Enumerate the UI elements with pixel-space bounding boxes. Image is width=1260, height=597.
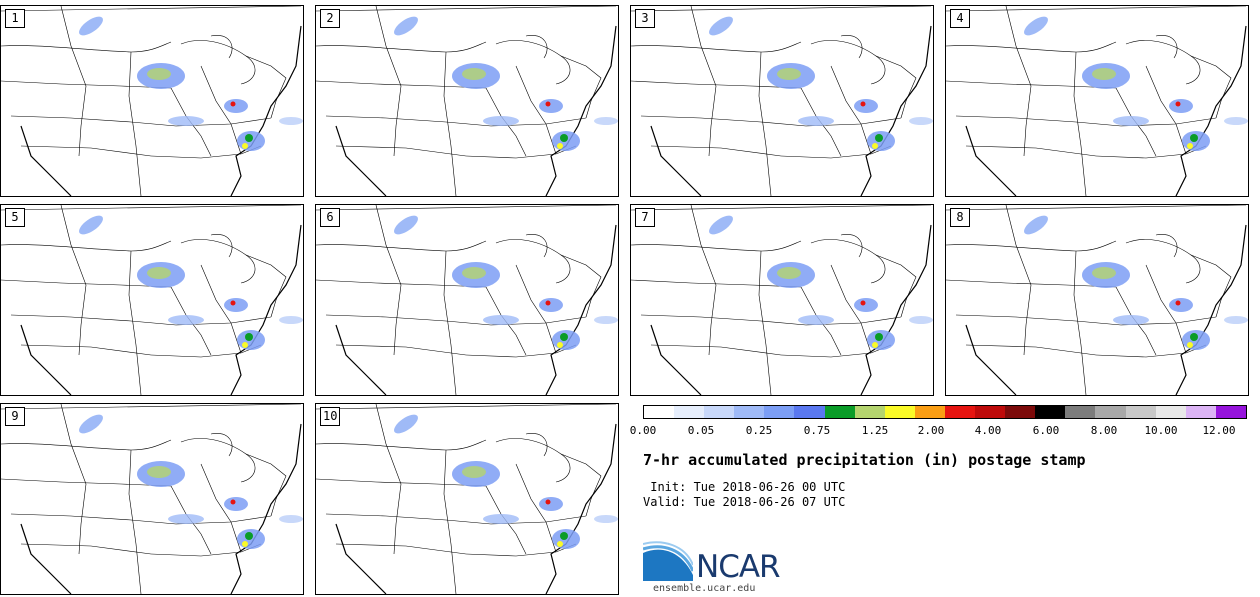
panel-member-label: 3 [635,9,655,28]
colorbar-swatch [734,406,765,418]
map-panel: 9 [0,403,304,595]
panel-member-label: 1 [5,9,25,28]
map-panel: 2 [315,5,619,197]
colorbar-tick-label: 12.00 [1202,424,1236,437]
colorbar-tick-label: 8.00 [1090,424,1118,437]
colorbar-tick-label: 10.00 [1144,424,1178,437]
colorbar-swatch [914,406,945,418]
colorbar-swatch [1005,406,1036,418]
map-panel: 3 [630,5,934,197]
colorbar-swatch [824,406,855,418]
colorbar-swatch [1215,406,1246,418]
map-panel: 1 [0,5,304,197]
init-time: Init: Tue 2018-06-26 00 UTC [643,480,846,494]
map-panel: 7 [630,204,934,396]
colorbar-swatch [1185,406,1216,418]
colorbar-tick-label: 0.25 [745,424,773,437]
colorbar-swatch [1125,406,1156,418]
colorbar-tick-label: 0.75 [803,424,831,437]
colorbar-swatch [1065,406,1096,418]
colorbar-tick-label: 1.25 [861,424,889,437]
panel-member-label: 9 [5,407,25,426]
panel-member-label: 2 [320,9,340,28]
colorbar-swatch [854,406,885,418]
colorbar-tick-label: 0.00 [629,424,657,437]
panel-member-label: 10 [320,407,341,426]
ncar-logo-text: NCAR [696,549,781,585]
precip-colorbar [643,405,1247,419]
colorbar-swatch [884,406,915,418]
colorbar-swatch [1155,406,1186,418]
colorbar-tick-label: 2.00 [917,424,945,437]
map-panel: 8 [945,204,1249,396]
figure-title: 7-hr accumulated precipitation (in) post… [643,451,1086,469]
colorbar-tick-label: 0.05 [687,424,715,437]
map-panel: 5 [0,204,304,396]
map-panel: 6 [315,204,619,396]
panel-member-label: 5 [5,208,25,227]
colorbar-swatch [644,406,675,418]
map-panel: 4 [945,5,1249,197]
colorbar-swatch [794,406,825,418]
colorbar-swatch [944,406,976,418]
colorbar-swatch [1035,406,1066,418]
panel-member-label: 7 [635,208,655,227]
ncar-logo-icon [643,541,693,581]
colorbar-swatch [764,406,795,418]
panel-member-label: 4 [950,9,970,28]
colorbar-swatch [1095,406,1126,418]
panel-member-label: 6 [320,208,340,227]
colorbar-swatch [674,406,705,418]
valid-time: Valid: Tue 2018-06-26 07 UTC [643,495,846,509]
colorbar-tick-label: 6.00 [1032,424,1060,437]
colorbar-tick-label: 4.00 [974,424,1002,437]
panel-member-label: 8 [950,208,970,227]
map-panel: 10 [315,403,619,595]
colorbar-tick-labels: 0.00 0.05 0.25 0.75 1.25 2.00 4.00 6.00 8.00 10.0… [630,424,1260,440]
logo-url: ensemble.ucar.edu [653,583,756,594]
colorbar-swatch [704,406,735,418]
colorbar-swatch [975,406,1006,418]
